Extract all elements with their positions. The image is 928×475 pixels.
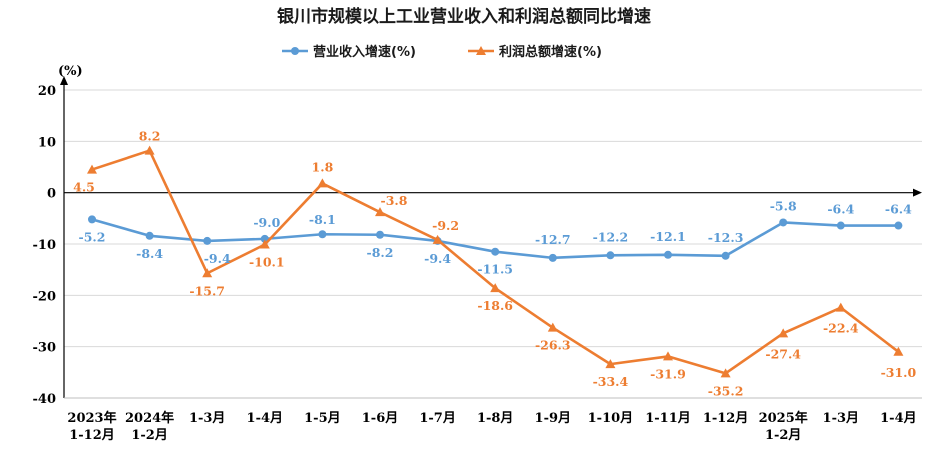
data-label: -31.0 — [881, 365, 917, 380]
data-point — [318, 230, 327, 239]
data-point — [894, 221, 903, 230]
data-label: -11.5 — [477, 262, 513, 277]
data-label: -12.2 — [593, 229, 629, 244]
x-tick-label: 1-10月 — [588, 411, 634, 426]
chart-title: 银川市规模以上工业营业收入和利润总额同比增速 — [277, 6, 651, 27]
data-point — [87, 164, 97, 174]
data-label: -10.1 — [249, 255, 285, 270]
data-point — [88, 215, 96, 224]
y-tick-label: -20 — [33, 289, 57, 304]
legend-label-profit: 利润总额增速(%) — [499, 44, 602, 60]
data-point — [145, 231, 154, 240]
y-tick-label: 0 — [47, 187, 56, 202]
x-tick-label: 1-2月 — [765, 428, 802, 443]
data-label: -9.4 — [204, 251, 231, 266]
data-point — [606, 251, 615, 260]
legend: 营业收入增速(%) 利润总额增速(%) — [282, 44, 602, 60]
x-tick-label: 1-12月 — [703, 411, 749, 426]
data-point — [203, 236, 212, 245]
x-tick-label: 1-9月 — [535, 411, 572, 426]
x-tick-label: 1-6月 — [362, 411, 399, 426]
data-label: -12.7 — [535, 232, 571, 247]
data-point — [779, 218, 788, 227]
data-point — [548, 253, 557, 262]
data-label: -8.4 — [136, 246, 163, 261]
y-axis-ticks: 20 10 0 -10 -20 -30 -40 — [33, 84, 57, 407]
data-point — [491, 247, 500, 256]
data-label: -27.4 — [765, 346, 801, 361]
data-point — [836, 221, 845, 230]
data-label: 1.8 — [312, 159, 334, 174]
data-label: -6.4 — [885, 202, 912, 217]
data-label: -33.4 — [593, 374, 629, 389]
x-axis-ticks: 2023年 1-12月 2024年 1-2月 1-3月 1-4月 1-5月 1-6月 1-7月 1… — [67, 410, 916, 443]
y-tick-label: 20 — [38, 84, 56, 99]
x-tick-label: 1-11月 — [645, 411, 691, 426]
data-label: -3.8 — [381, 193, 408, 208]
x-tick-label: 1-8月 — [477, 411, 514, 426]
data-label: 8.2 — [139, 129, 161, 144]
data-point — [835, 302, 846, 312]
x-tick-label: 1-3月 — [823, 411, 860, 426]
data-point — [720, 368, 731, 378]
data-point — [778, 328, 789, 338]
data-label: 4.5 — [73, 180, 95, 195]
data-point — [375, 207, 385, 217]
data-label: -12.3 — [708, 230, 744, 245]
x-tick-label: 1-4月 — [880, 411, 917, 426]
y-tick-label: -40 — [33, 392, 57, 407]
data-label: -15.7 — [189, 283, 225, 298]
series-layer — [87, 145, 904, 378]
data-label: -35.2 — [708, 383, 744, 398]
data-label: -6.4 — [827, 202, 854, 217]
data-labels-layer: -5.2 -8.4 -9.4 -9.0 -8.1 -8.2 -9.4 -11.5 -12.7 -1… — [73, 129, 916, 399]
legend-marker-revenue — [291, 47, 299, 55]
x-tick-label: 2024年 — [125, 410, 174, 426]
data-point — [202, 268, 213, 278]
y-tick-label: 10 — [38, 135, 56, 150]
data-label: -8.1 — [309, 212, 336, 227]
axes — [60, 76, 922, 399]
legend-marker-profit — [476, 46, 486, 55]
data-point — [376, 230, 384, 239]
data-point — [490, 283, 501, 293]
y-axis-unit: (%) — [58, 64, 83, 79]
data-point — [663, 351, 673, 361]
data-label: -8.2 — [367, 245, 394, 260]
data-point — [432, 234, 443, 244]
data-label: -9.2 — [432, 218, 459, 233]
data-label: -5.8 — [770, 198, 797, 213]
data-point — [144, 145, 155, 155]
x-tick-label: 2023年 — [67, 410, 116, 426]
data-point — [721, 251, 730, 260]
data-label: -5.2 — [79, 229, 106, 244]
y-axis-arrow — [60, 76, 68, 85]
data-label: -12.1 — [650, 229, 686, 244]
data-label: -18.6 — [477, 298, 513, 313]
y-tick-label: -30 — [33, 341, 57, 356]
data-label: -26.3 — [535, 338, 571, 353]
x-tick-label: 1-12月 — [69, 428, 115, 443]
data-point — [317, 178, 328, 188]
data-label: -9.4 — [424, 251, 451, 266]
data-label: -31.9 — [650, 366, 686, 381]
x-axis-arrow — [913, 188, 922, 197]
legend-label-revenue: 营业收入增速(%) — [313, 44, 416, 60]
data-point — [605, 359, 616, 369]
x-tick-label: 1-4月 — [247, 411, 284, 426]
x-tick-label: 1-3月 — [189, 411, 226, 426]
data-point — [259, 239, 270, 249]
data-point — [664, 250, 672, 259]
x-tick-label: 1-5月 — [304, 411, 341, 426]
data-point — [547, 322, 558, 332]
x-tick-label: 1-7月 — [419, 411, 456, 426]
x-tick-label: 2025年 — [759, 410, 808, 426]
data-label: -9.0 — [253, 215, 280, 230]
y-tick-label: -10 — [33, 238, 57, 253]
x-tick-label: 1-2月 — [131, 428, 168, 443]
data-point — [893, 346, 904, 356]
data-label: -22.4 — [823, 321, 859, 336]
